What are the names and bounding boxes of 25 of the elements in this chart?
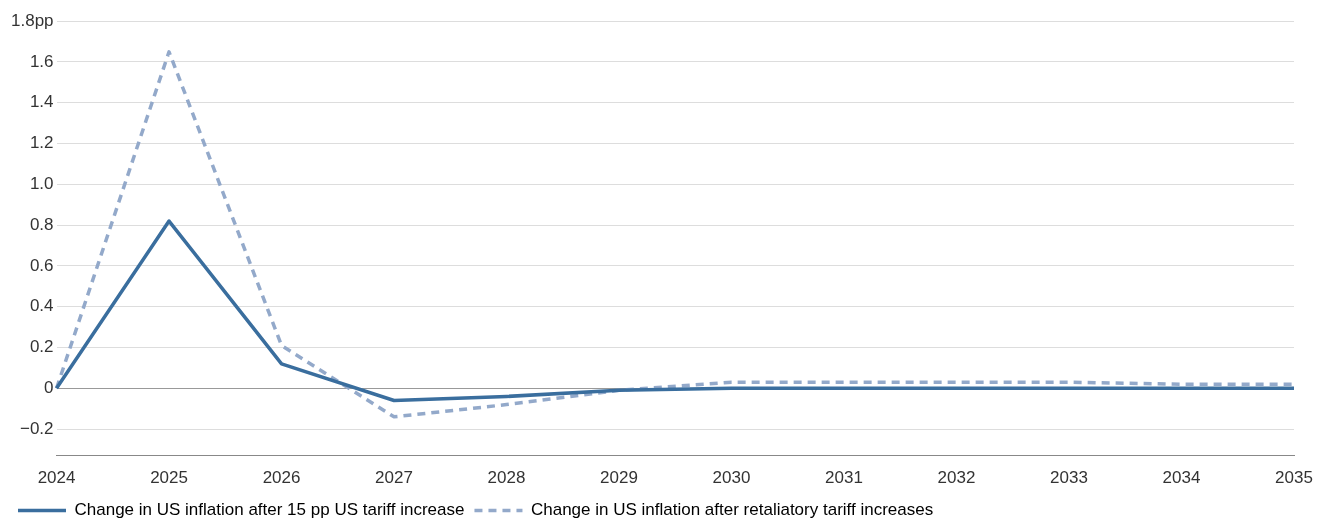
y-tick-label: 1.4 — [29, 92, 54, 112]
x-tick-label: 2031 — [825, 468, 863, 488]
x-tick-label: 2024 — [37, 468, 76, 488]
y-tick-label: 0.6 — [29, 255, 54, 275]
x-tick-label: 2026 — [262, 468, 301, 488]
x-tick-label: 2034 — [1162, 468, 1201, 488]
y-tick-label: 0.2 — [29, 337, 54, 357]
y-tick-label: 0 — [44, 377, 54, 397]
x-tick-label: 2030 — [712, 468, 751, 488]
y-tick-label: 1.6 — [29, 51, 54, 71]
x-tick-label: 2028 — [487, 468, 526, 488]
legend-label: Change in US inflation after 15 pp US tariff increase — [74, 500, 465, 520]
y-tick-label: −0.2 — [19, 418, 54, 438]
y-tick-label: 1.0 — [29, 174, 54, 194]
y-tick-label: 0.8 — [29, 214, 54, 234]
y-tick-label: 1.8pp — [10, 10, 54, 30]
legend-label: Change in US inflation after retaliatory tariff increases — [530, 500, 934, 520]
y-tick-label: 0.4 — [29, 296, 54, 316]
y-tick-label: 1.2 — [29, 133, 54, 153]
x-tick-label: 2027 — [375, 468, 413, 488]
x-tick-label: 2035 — [1275, 468, 1313, 488]
x-tick-label: 2025 — [150, 468, 188, 488]
x-tick-label: 2033 — [1050, 468, 1088, 488]
x-tick-label: 2032 — [937, 468, 976, 488]
x-tick-label: 2029 — [600, 468, 638, 488]
